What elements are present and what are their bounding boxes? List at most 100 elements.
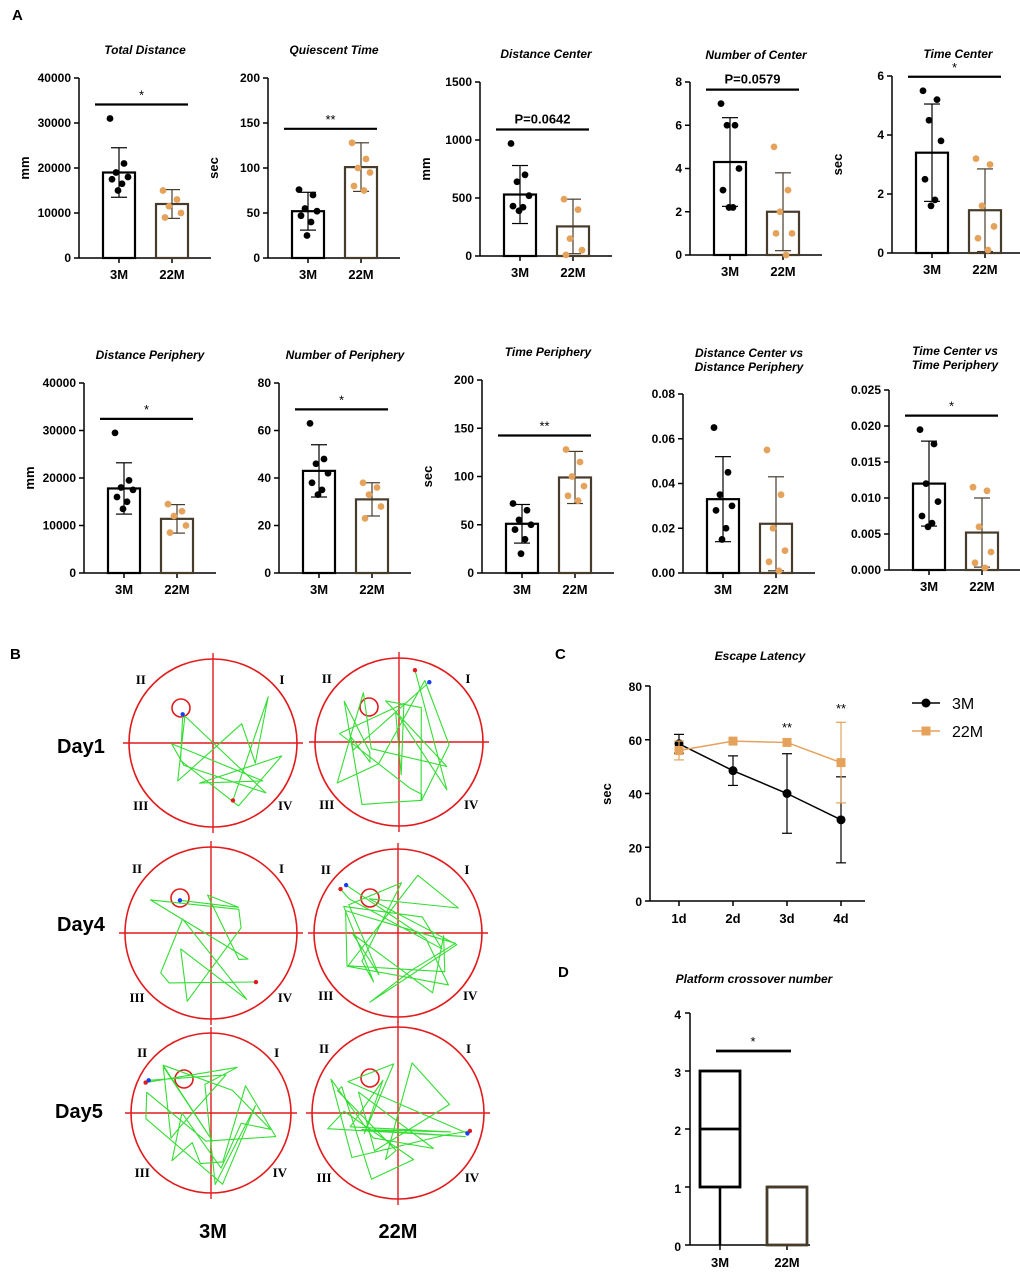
day-label: Day1 [57, 736, 105, 758]
data-point [111, 429, 119, 437]
y-tick-label: 0.020 [851, 419, 881, 433]
data-point [916, 426, 924, 433]
end-point [180, 712, 185, 717]
data-point [309, 191, 317, 199]
data-point [297, 212, 305, 220]
chart-title: Time Periphery [912, 358, 1000, 372]
data-point [507, 140, 515, 147]
data-point [178, 507, 186, 515]
data-point [513, 178, 521, 186]
y-tick-label: 0 [674, 1240, 681, 1254]
x-tick-label: 3M [711, 1255, 729, 1270]
bar-chart-2: Quiescent Time 0 50 100 150 200 3M 22M sec ** [206, 43, 400, 282]
significance-label: * [339, 392, 344, 407]
data-point [165, 202, 173, 210]
x-tick-label: 4d [833, 911, 848, 926]
data-point [303, 232, 311, 239]
data-point [788, 229, 796, 237]
data-point [320, 455, 328, 463]
y-tick-label: 6 [877, 69, 884, 83]
significance-label: P=0.0642 [514, 111, 570, 126]
x-tick-label: 22M [770, 264, 795, 279]
y-tick-label: 40000 [38, 71, 72, 85]
significance-label: * [949, 399, 954, 414]
chart-title: Distance Center [500, 47, 593, 61]
data-point [978, 202, 986, 210]
data-point [365, 491, 373, 499]
data-point [525, 192, 533, 200]
swim-path [171, 696, 283, 807]
data-point [313, 207, 321, 215]
data-point [971, 559, 979, 567]
significance-label: ** [782, 720, 792, 735]
y-tick-label: 500 [452, 191, 472, 205]
data-point [114, 187, 122, 194]
legend-label: 22M [952, 724, 983, 741]
y-axis-label: mm [22, 466, 37, 489]
y-tick-label: 150 [240, 116, 260, 130]
y-tick-label: 1500 [445, 75, 472, 89]
y-tick-label: 2 [674, 1124, 681, 1138]
y-tick-label: 0 [264, 566, 271, 580]
data-point [984, 246, 992, 254]
data-point [523, 506, 531, 514]
data-point [777, 491, 785, 499]
y-tick-label: 0.00 [652, 566, 676, 580]
y-tick-label: 4 [877, 128, 884, 142]
start-point [253, 979, 259, 985]
y-tick-label: 30000 [38, 116, 72, 130]
data-point [124, 173, 132, 181]
y-tick-label: 200 [454, 373, 474, 387]
quadrant-label: II [136, 672, 146, 687]
data-point [924, 523, 932, 531]
data-point [930, 440, 938, 448]
data-point [775, 567, 783, 575]
panel-label-d: D [558, 964, 569, 981]
chart-title: Time Center vs [912, 344, 998, 358]
data-point [307, 218, 315, 226]
series-line [678, 743, 842, 821]
y-tick-label: 200 [240, 71, 260, 85]
chart-title: Time Center [923, 47, 993, 61]
y-tick-label: 0.04 [652, 477, 676, 491]
panel-label-b: B [10, 646, 21, 663]
y-tick-label: 2 [877, 187, 884, 201]
y-tick-label: 0.025 [851, 383, 881, 397]
data-point [314, 491, 322, 499]
y-tick-label: 20000 [38, 161, 72, 175]
data-point [931, 196, 939, 204]
swim-path [145, 1064, 277, 1185]
y-tick-label: 0.010 [851, 491, 881, 505]
bar-chart-5: Time Center 0 2 4 6 3M 22M sec * [830, 47, 1020, 277]
data-point [120, 160, 128, 167]
y-tick-label: 0 [69, 566, 76, 580]
data-point [578, 246, 586, 254]
data-point [781, 547, 789, 555]
data-point [362, 155, 370, 163]
y-tick-label: 0.02 [652, 521, 676, 535]
day-label: Day4 [57, 914, 106, 936]
x-tick-label: 3M [513, 582, 531, 597]
swim-path [336, 670, 450, 805]
series-line [678, 740, 842, 764]
data-point [348, 139, 356, 147]
data-point [728, 502, 736, 510]
y-tick-label: 20000 [43, 471, 77, 485]
y-tick-label: 0 [253, 251, 260, 265]
y-axis-label: mm [418, 157, 433, 180]
data-point [921, 175, 929, 183]
data-point [712, 506, 720, 514]
data-point [981, 564, 989, 572]
quadrant-label: IV [273, 1165, 288, 1180]
start-point [230, 798, 236, 803]
y-axis-label: mm [17, 156, 32, 179]
x-tick-label: 22M [763, 582, 788, 597]
quadrant-label: IV [278, 798, 293, 813]
quadrant-label: III [319, 797, 334, 812]
swim-path [340, 874, 459, 1003]
quadrant-label: IV [463, 988, 478, 1003]
